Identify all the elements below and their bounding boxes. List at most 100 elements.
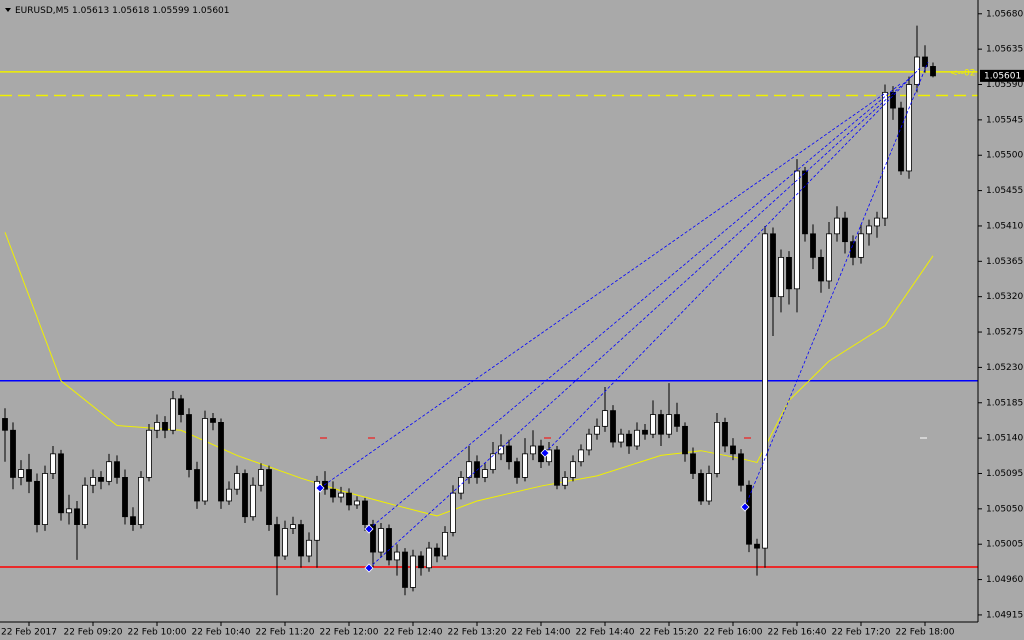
candle-body xyxy=(498,445,504,455)
candle xyxy=(594,418,600,440)
candle xyxy=(410,549,416,592)
candle-body xyxy=(26,469,32,482)
candle-body xyxy=(722,422,728,447)
candle-body xyxy=(506,445,512,463)
candle xyxy=(234,465,240,495)
y-tick-label: 1.05230 xyxy=(986,363,1023,373)
candle-body xyxy=(898,107,904,172)
price-tag xyxy=(980,69,1024,82)
x-tick-label: 22 Feb 11:20 xyxy=(255,628,314,638)
candle xyxy=(490,442,496,474)
candle xyxy=(330,481,336,503)
candle-body xyxy=(906,84,912,172)
candle-body xyxy=(530,445,536,455)
candle-body xyxy=(794,170,800,290)
candle-body xyxy=(306,539,312,557)
candle xyxy=(338,486,344,503)
candle-body xyxy=(154,422,160,431)
candle xyxy=(610,405,616,448)
candle-body xyxy=(194,469,200,502)
candle xyxy=(690,447,696,479)
candle-body xyxy=(322,480,328,490)
candle-body xyxy=(458,477,464,494)
candle xyxy=(618,428,624,448)
candle xyxy=(26,453,32,494)
candle xyxy=(274,516,280,596)
candle-body xyxy=(874,217,880,227)
candle xyxy=(802,167,808,242)
candle-body xyxy=(674,414,680,427)
candle xyxy=(306,532,312,563)
candle-body xyxy=(290,524,296,529)
candle-body xyxy=(802,170,808,235)
candle xyxy=(730,438,736,461)
symbol: EURUSD,M5 xyxy=(15,6,69,16)
y-tick-label: 1.05365 xyxy=(986,257,1023,267)
candle xyxy=(362,497,368,531)
candle-body xyxy=(402,551,408,588)
candle xyxy=(66,494,72,525)
y-tick-label: 1.05410 xyxy=(986,221,1023,231)
candle xyxy=(226,481,232,505)
candle-body xyxy=(834,217,840,235)
candle-body xyxy=(762,233,768,549)
markers xyxy=(315,448,750,573)
candle xyxy=(178,394,184,423)
candle xyxy=(74,500,80,560)
candle-body xyxy=(74,508,80,525)
candle xyxy=(442,526,448,560)
candle-body xyxy=(114,461,120,478)
candle-body xyxy=(866,225,872,235)
candle xyxy=(106,453,112,486)
candle-body xyxy=(522,453,528,478)
candle xyxy=(186,408,192,478)
candle-body xyxy=(698,473,704,502)
candle xyxy=(122,469,128,525)
candle-body xyxy=(890,91,896,109)
candle-body xyxy=(10,429,16,478)
candle-body xyxy=(586,433,592,451)
candle-body xyxy=(370,524,376,553)
candle xyxy=(842,211,848,254)
candle xyxy=(514,457,520,484)
trend-line xyxy=(368,75,913,569)
candle xyxy=(714,412,720,478)
candle xyxy=(434,543,440,563)
candle xyxy=(522,438,528,482)
candle-body xyxy=(786,256,792,290)
candle xyxy=(818,249,824,293)
candle-body xyxy=(146,429,152,478)
candle xyxy=(370,519,376,568)
candle-body xyxy=(450,492,456,533)
candle-body xyxy=(298,524,304,557)
candle-body xyxy=(226,488,232,502)
menu-icon[interactable] xyxy=(5,8,11,12)
y-tick-label: 1.05680 xyxy=(986,9,1023,19)
candle-body xyxy=(418,555,424,569)
candle-body xyxy=(706,473,712,502)
candle-body xyxy=(514,461,520,478)
candle xyxy=(874,211,880,238)
candle xyxy=(586,428,592,456)
candle xyxy=(682,422,688,462)
candle-body xyxy=(818,256,824,282)
candle xyxy=(298,519,304,568)
marker xyxy=(364,524,374,534)
candle-body xyxy=(90,477,96,486)
candle xyxy=(706,465,712,505)
candle xyxy=(666,383,672,439)
candle-body xyxy=(626,433,632,447)
candle-body xyxy=(442,532,448,557)
candle-body xyxy=(610,410,616,443)
candle xyxy=(602,387,608,432)
candle xyxy=(642,423,648,440)
y-tick-label: 1.04915 xyxy=(986,610,1023,620)
candle xyxy=(18,460,24,486)
candle xyxy=(378,522,384,558)
candle-body xyxy=(826,233,832,282)
y-tick-label: 1.05095 xyxy=(986,469,1023,479)
candle xyxy=(906,76,912,179)
marker xyxy=(740,502,750,512)
candle xyxy=(858,224,864,264)
candle-body xyxy=(930,66,936,77)
